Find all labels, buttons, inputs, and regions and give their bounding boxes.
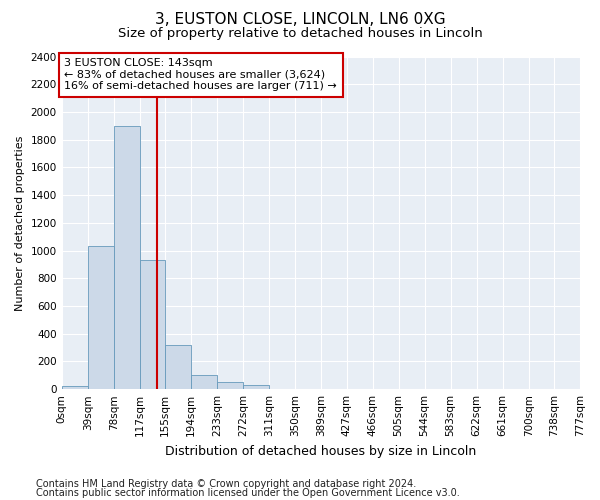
Text: Contains HM Land Registry data © Crown copyright and database right 2024.: Contains HM Land Registry data © Crown c… bbox=[36, 479, 416, 489]
Text: 3, EUSTON CLOSE, LINCOLN, LN6 0XG: 3, EUSTON CLOSE, LINCOLN, LN6 0XG bbox=[155, 12, 445, 28]
Bar bbox=[217, 382, 243, 389]
Bar bbox=[191, 374, 217, 389]
Bar bbox=[140, 260, 165, 389]
Bar bbox=[88, 246, 114, 389]
Y-axis label: Number of detached properties: Number of detached properties bbox=[15, 135, 25, 310]
Bar bbox=[243, 385, 269, 389]
Bar bbox=[114, 126, 140, 389]
Text: 3 EUSTON CLOSE: 143sqm
← 83% of detached houses are smaller (3,624)
16% of semi-: 3 EUSTON CLOSE: 143sqm ← 83% of detached… bbox=[64, 58, 337, 92]
X-axis label: Distribution of detached houses by size in Lincoln: Distribution of detached houses by size … bbox=[165, 444, 476, 458]
Text: Size of property relative to detached houses in Lincoln: Size of property relative to detached ho… bbox=[118, 28, 482, 40]
Bar bbox=[62, 386, 88, 389]
Bar bbox=[165, 345, 191, 389]
Text: Contains public sector information licensed under the Open Government Licence v3: Contains public sector information licen… bbox=[36, 488, 460, 498]
